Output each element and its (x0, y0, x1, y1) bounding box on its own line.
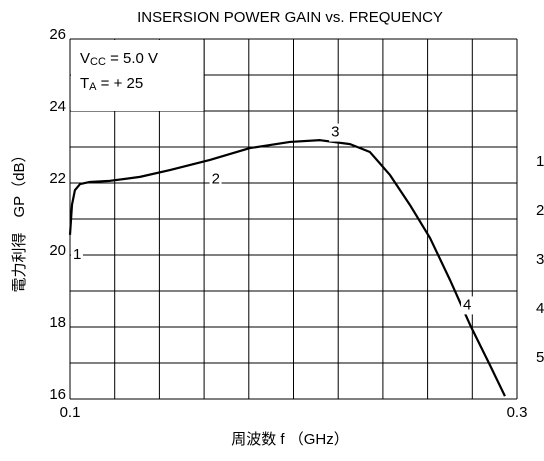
legend-main: T (80, 75, 89, 92)
legend-box (71, 40, 205, 111)
legend-main: V (80, 50, 90, 67)
y-axis-label: 電力利得 GP（dB） (11, 147, 28, 292)
y-tick-label: 20 (49, 242, 66, 259)
legend-entry: TA = + 25 (80, 75, 143, 93)
chart-title: INSERSION POWER GAIN vs. FREQUENCY (137, 9, 443, 26)
line-series (68, 139, 506, 397)
annotation-bg (209, 170, 222, 189)
x-tick-label: 0.1 (60, 404, 81, 421)
legend-entry: VCC = 5.0 V (80, 50, 158, 68)
annotation: 2 (212, 170, 220, 187)
y-tick-label: 18 (49, 314, 66, 331)
annotation-bg (71, 246, 83, 264)
annotation: 1 (73, 246, 81, 263)
y-tick-label: 22 (49, 170, 66, 187)
side-label: 5 (536, 349, 544, 366)
legend-rest: = 5.0 V (106, 50, 158, 67)
annotation: 4 (463, 296, 471, 313)
x-axis-label: 周波数 f （GHz） (231, 431, 349, 448)
annotation-bg (329, 123, 342, 142)
y-tick-label: 24 (49, 98, 66, 115)
y-tick-label: 16 (49, 386, 66, 403)
side-label: 4 (536, 300, 544, 317)
annotation: 3 (331, 124, 339, 141)
legend-sub: A (89, 81, 97, 93)
side-label: 3 (536, 251, 544, 268)
x-tick-label: 0.3 (507, 404, 528, 421)
side-label: 2 (536, 202, 544, 219)
legend-sub: CC (90, 56, 106, 68)
y-tick-label: 26 (49, 26, 66, 43)
side-label: 1 (536, 153, 544, 170)
legend-rest: = + 25 (97, 75, 144, 92)
annotation-bg (461, 296, 474, 315)
